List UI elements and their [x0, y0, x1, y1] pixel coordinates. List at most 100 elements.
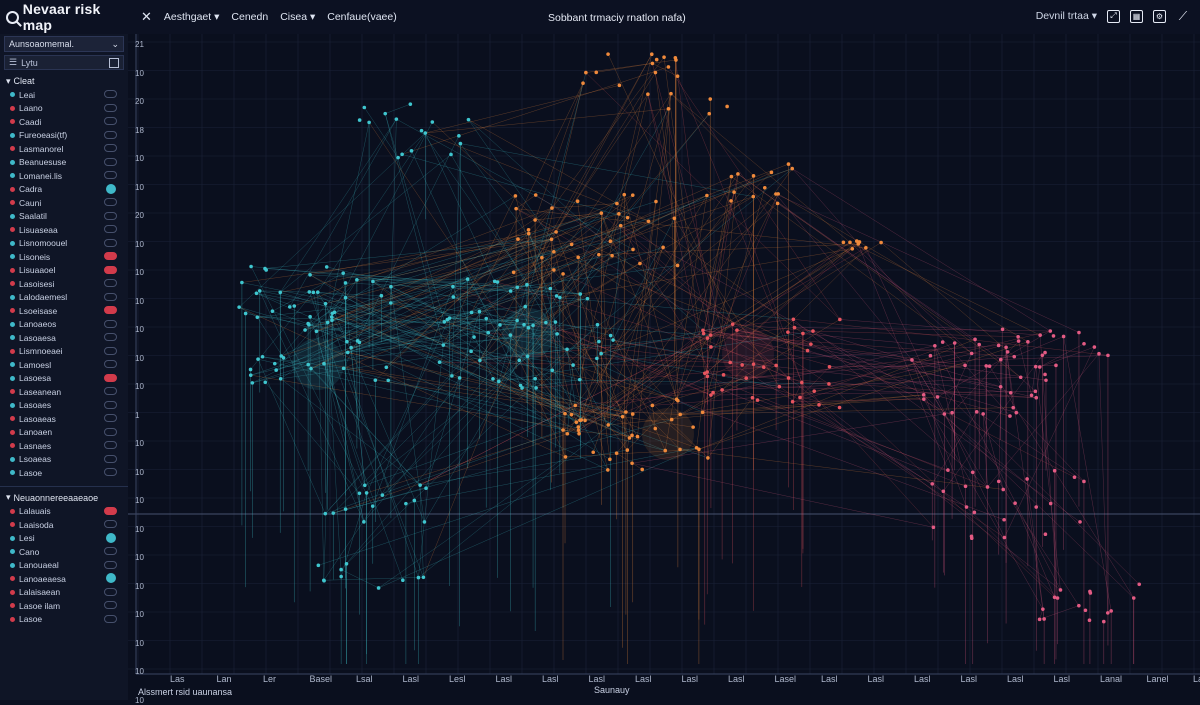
network-node[interactable] — [762, 185, 767, 190]
network-node[interactable] — [625, 448, 630, 452]
network-node[interactable] — [1052, 595, 1057, 600]
network-node[interactable] — [650, 61, 655, 66]
network-node[interactable] — [624, 410, 628, 414]
network-node[interactable] — [491, 377, 495, 381]
network-node[interactable] — [371, 279, 375, 284]
network-node[interactable] — [791, 317, 796, 322]
layer-toggle[interactable] — [104, 414, 117, 422]
network-node[interactable] — [306, 362, 311, 367]
network-node[interactable] — [599, 211, 604, 215]
layer-toggle[interactable] — [104, 506, 117, 515]
network-node[interactable] — [260, 354, 265, 359]
menu-item-1[interactable]: Aesthgaet ▾ — [163, 11, 220, 23]
network-node[interactable] — [996, 479, 1001, 484]
layer-toggle[interactable] — [104, 360, 117, 368]
network-node[interactable] — [608, 239, 613, 244]
layer-toggle[interactable] — [106, 532, 116, 543]
network-node[interactable] — [969, 536, 974, 540]
network-node[interactable] — [750, 395, 755, 400]
network-node[interactable] — [394, 117, 399, 121]
network-node[interactable] — [517, 358, 522, 363]
network-node[interactable] — [631, 247, 635, 252]
network-node[interactable] — [697, 447, 701, 452]
network-node[interactable] — [569, 412, 574, 417]
network-node[interactable] — [646, 92, 650, 97]
network-node[interactable] — [1043, 350, 1047, 355]
network-node[interactable] — [367, 120, 371, 125]
network-node[interactable] — [827, 382, 831, 386]
layer-row[interactable]: Lasoaeas — [0, 412, 128, 426]
network-node[interactable] — [554, 230, 558, 234]
network-node[interactable] — [1014, 410, 1019, 415]
network-node[interactable] — [341, 271, 345, 275]
network-node[interactable] — [1052, 468, 1057, 473]
layer-row[interactable]: Lismnoeaei — [0, 345, 128, 359]
network-node[interactable] — [1038, 333, 1042, 337]
network-node[interactable] — [701, 328, 705, 333]
network-node[interactable] — [964, 505, 969, 509]
network-node[interactable] — [492, 279, 497, 284]
layer-toggle[interactable] — [104, 225, 117, 233]
network-node[interactable] — [424, 486, 428, 490]
layer-row[interactable]: Lanoaeos — [0, 318, 128, 332]
network-node[interactable] — [729, 199, 733, 203]
network-node[interactable] — [578, 292, 583, 296]
network-node[interactable] — [848, 240, 852, 245]
network-node[interactable] — [465, 277, 470, 281]
network-node[interactable] — [349, 345, 353, 350]
layer-toggle[interactable] — [104, 454, 117, 463]
network-node[interactable] — [630, 433, 634, 438]
network-node[interactable] — [941, 489, 946, 494]
network-node[interactable] — [309, 366, 313, 371]
network-node[interactable] — [838, 317, 842, 322]
layer-row[interactable]: Cano — [0, 545, 128, 559]
layer-toggle[interactable] — [104, 157, 117, 166]
checkbox-icon[interactable] — [109, 57, 119, 68]
network-node[interactable] — [730, 322, 735, 327]
network-node[interactable] — [661, 245, 665, 250]
network-node[interactable] — [364, 491, 369, 495]
network-node[interactable] — [565, 431, 570, 436]
network-node[interactable] — [322, 578, 326, 583]
network-node[interactable] — [248, 367, 253, 372]
layer-row[interactable]: Lsoaeas — [0, 453, 128, 467]
network-node[interactable] — [630, 461, 634, 466]
network-node[interactable] — [678, 412, 682, 417]
network-node[interactable] — [969, 351, 974, 356]
network-node[interactable] — [1000, 327, 1005, 332]
network-node[interactable] — [498, 323, 502, 327]
view-selector[interactable]: Devnil trtaa ▾ — [1035, 10, 1097, 22]
network-node[interactable] — [1013, 501, 1017, 505]
network-node[interactable] — [611, 338, 615, 342]
network-node[interactable] — [585, 296, 590, 301]
network-node[interactable] — [457, 376, 462, 380]
network-node[interactable] — [578, 418, 582, 423]
network-node[interactable] — [812, 389, 817, 393]
network-node[interactable] — [622, 192, 627, 197]
network-node[interactable] — [736, 172, 740, 176]
network-node[interactable] — [706, 456, 710, 460]
network-node[interactable] — [1002, 535, 1007, 540]
network-node[interactable] — [574, 420, 579, 425]
network-node[interactable] — [1082, 341, 1086, 346]
network-node[interactable] — [240, 280, 244, 285]
layer-row[interactable]: Cauni — [0, 196, 128, 210]
network-node[interactable] — [325, 320, 330, 325]
network-node[interactable] — [523, 304, 528, 309]
network-node[interactable] — [513, 194, 518, 198]
network-node[interactable] — [998, 357, 1003, 362]
tool-icon[interactable]: ⟋ — [1178, 8, 1188, 23]
network-node[interactable] — [1054, 363, 1058, 368]
network-node[interactable] — [520, 386, 524, 390]
network-graph[interactable] — [128, 34, 1200, 700]
network-node[interactable] — [322, 361, 326, 366]
network-node[interactable] — [331, 511, 336, 515]
network-node[interactable] — [469, 310, 474, 315]
network-node[interactable] — [323, 511, 328, 516]
network-node[interactable] — [996, 343, 1001, 348]
network-node[interactable] — [1043, 532, 1048, 537]
network-node[interactable] — [466, 117, 471, 122]
layer-row[interactable]: Lasoe — [0, 466, 128, 480]
network-node[interactable] — [484, 316, 489, 321]
network-node[interactable] — [1088, 589, 1092, 594]
